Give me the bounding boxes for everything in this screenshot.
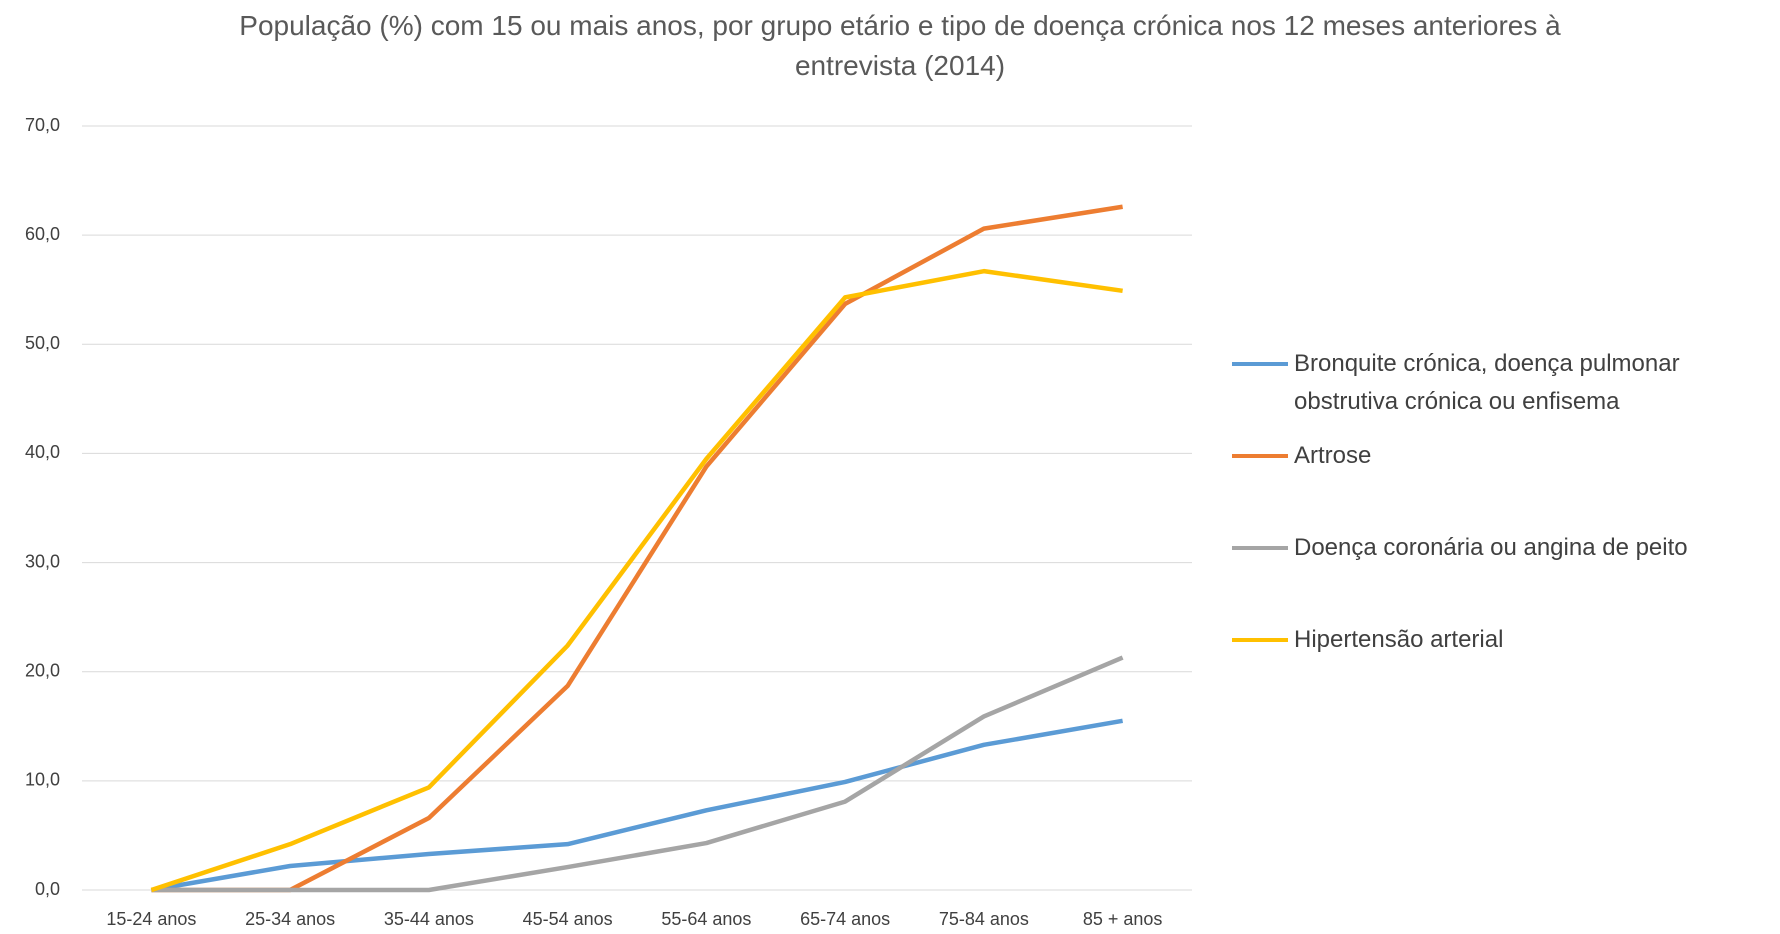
- y-tick-label: 30,0: [25, 551, 60, 571]
- series-line: [151, 655, 1124, 893]
- legend-swatch: [1232, 362, 1288, 366]
- x-tick-label: 25-34 anos: [245, 909, 335, 929]
- y-tick-label: 20,0: [25, 660, 60, 680]
- y-tick-label: 60,0: [25, 224, 60, 244]
- legend-label: Bronquite crónica, doença pulmonar obstr…: [1294, 350, 1680, 415]
- x-tick-label: 65-74 anos: [800, 909, 890, 929]
- legend-swatch: [1232, 454, 1288, 458]
- legend-item: Bronquite crónica, doença pulmonar obstr…: [1232, 345, 1780, 421]
- series-line: [150, 268, 1123, 893]
- legend-label: Doença coronária ou angina de peito: [1294, 534, 1688, 561]
- legend-item: Doença coronária ou angina de peito: [1232, 529, 1780, 567]
- y-tick-label: 0,0: [35, 879, 60, 899]
- x-tick-label: 35-44 anos: [384, 909, 474, 929]
- x-tick-label: 85 + anos: [1083, 909, 1163, 929]
- series-line: [151, 204, 1123, 893]
- legend-item: Artrose: [1232, 437, 1780, 475]
- chart-title: População (%) com 15 ou mais anos, por g…: [239, 10, 1561, 81]
- y-tick-label: 70,0: [25, 115, 60, 135]
- y-tick-label: 50,0: [25, 333, 60, 353]
- x-tick-label: 15-24 anos: [106, 909, 196, 929]
- x-tick-label: 45-54 anos: [523, 909, 613, 929]
- legend-label: Artrose: [1294, 442, 1372, 469]
- x-tick-label: 75-84 anos: [939, 909, 1029, 929]
- x-tick-label: 55-64 anos: [661, 909, 751, 929]
- legend: Bronquite crónica, doença pulmonar obstr…: [1232, 345, 1780, 713]
- legend-swatch: [1232, 638, 1288, 642]
- series-line: [150, 718, 1124, 893]
- legend-swatch: [1232, 546, 1288, 550]
- legend-label: Hipertensão arterial: [1294, 626, 1504, 653]
- y-tick-label: 10,0: [25, 770, 60, 790]
- y-tick-label: 40,0: [25, 442, 60, 462]
- legend-item: Hipertensão arterial: [1232, 621, 1780, 659]
